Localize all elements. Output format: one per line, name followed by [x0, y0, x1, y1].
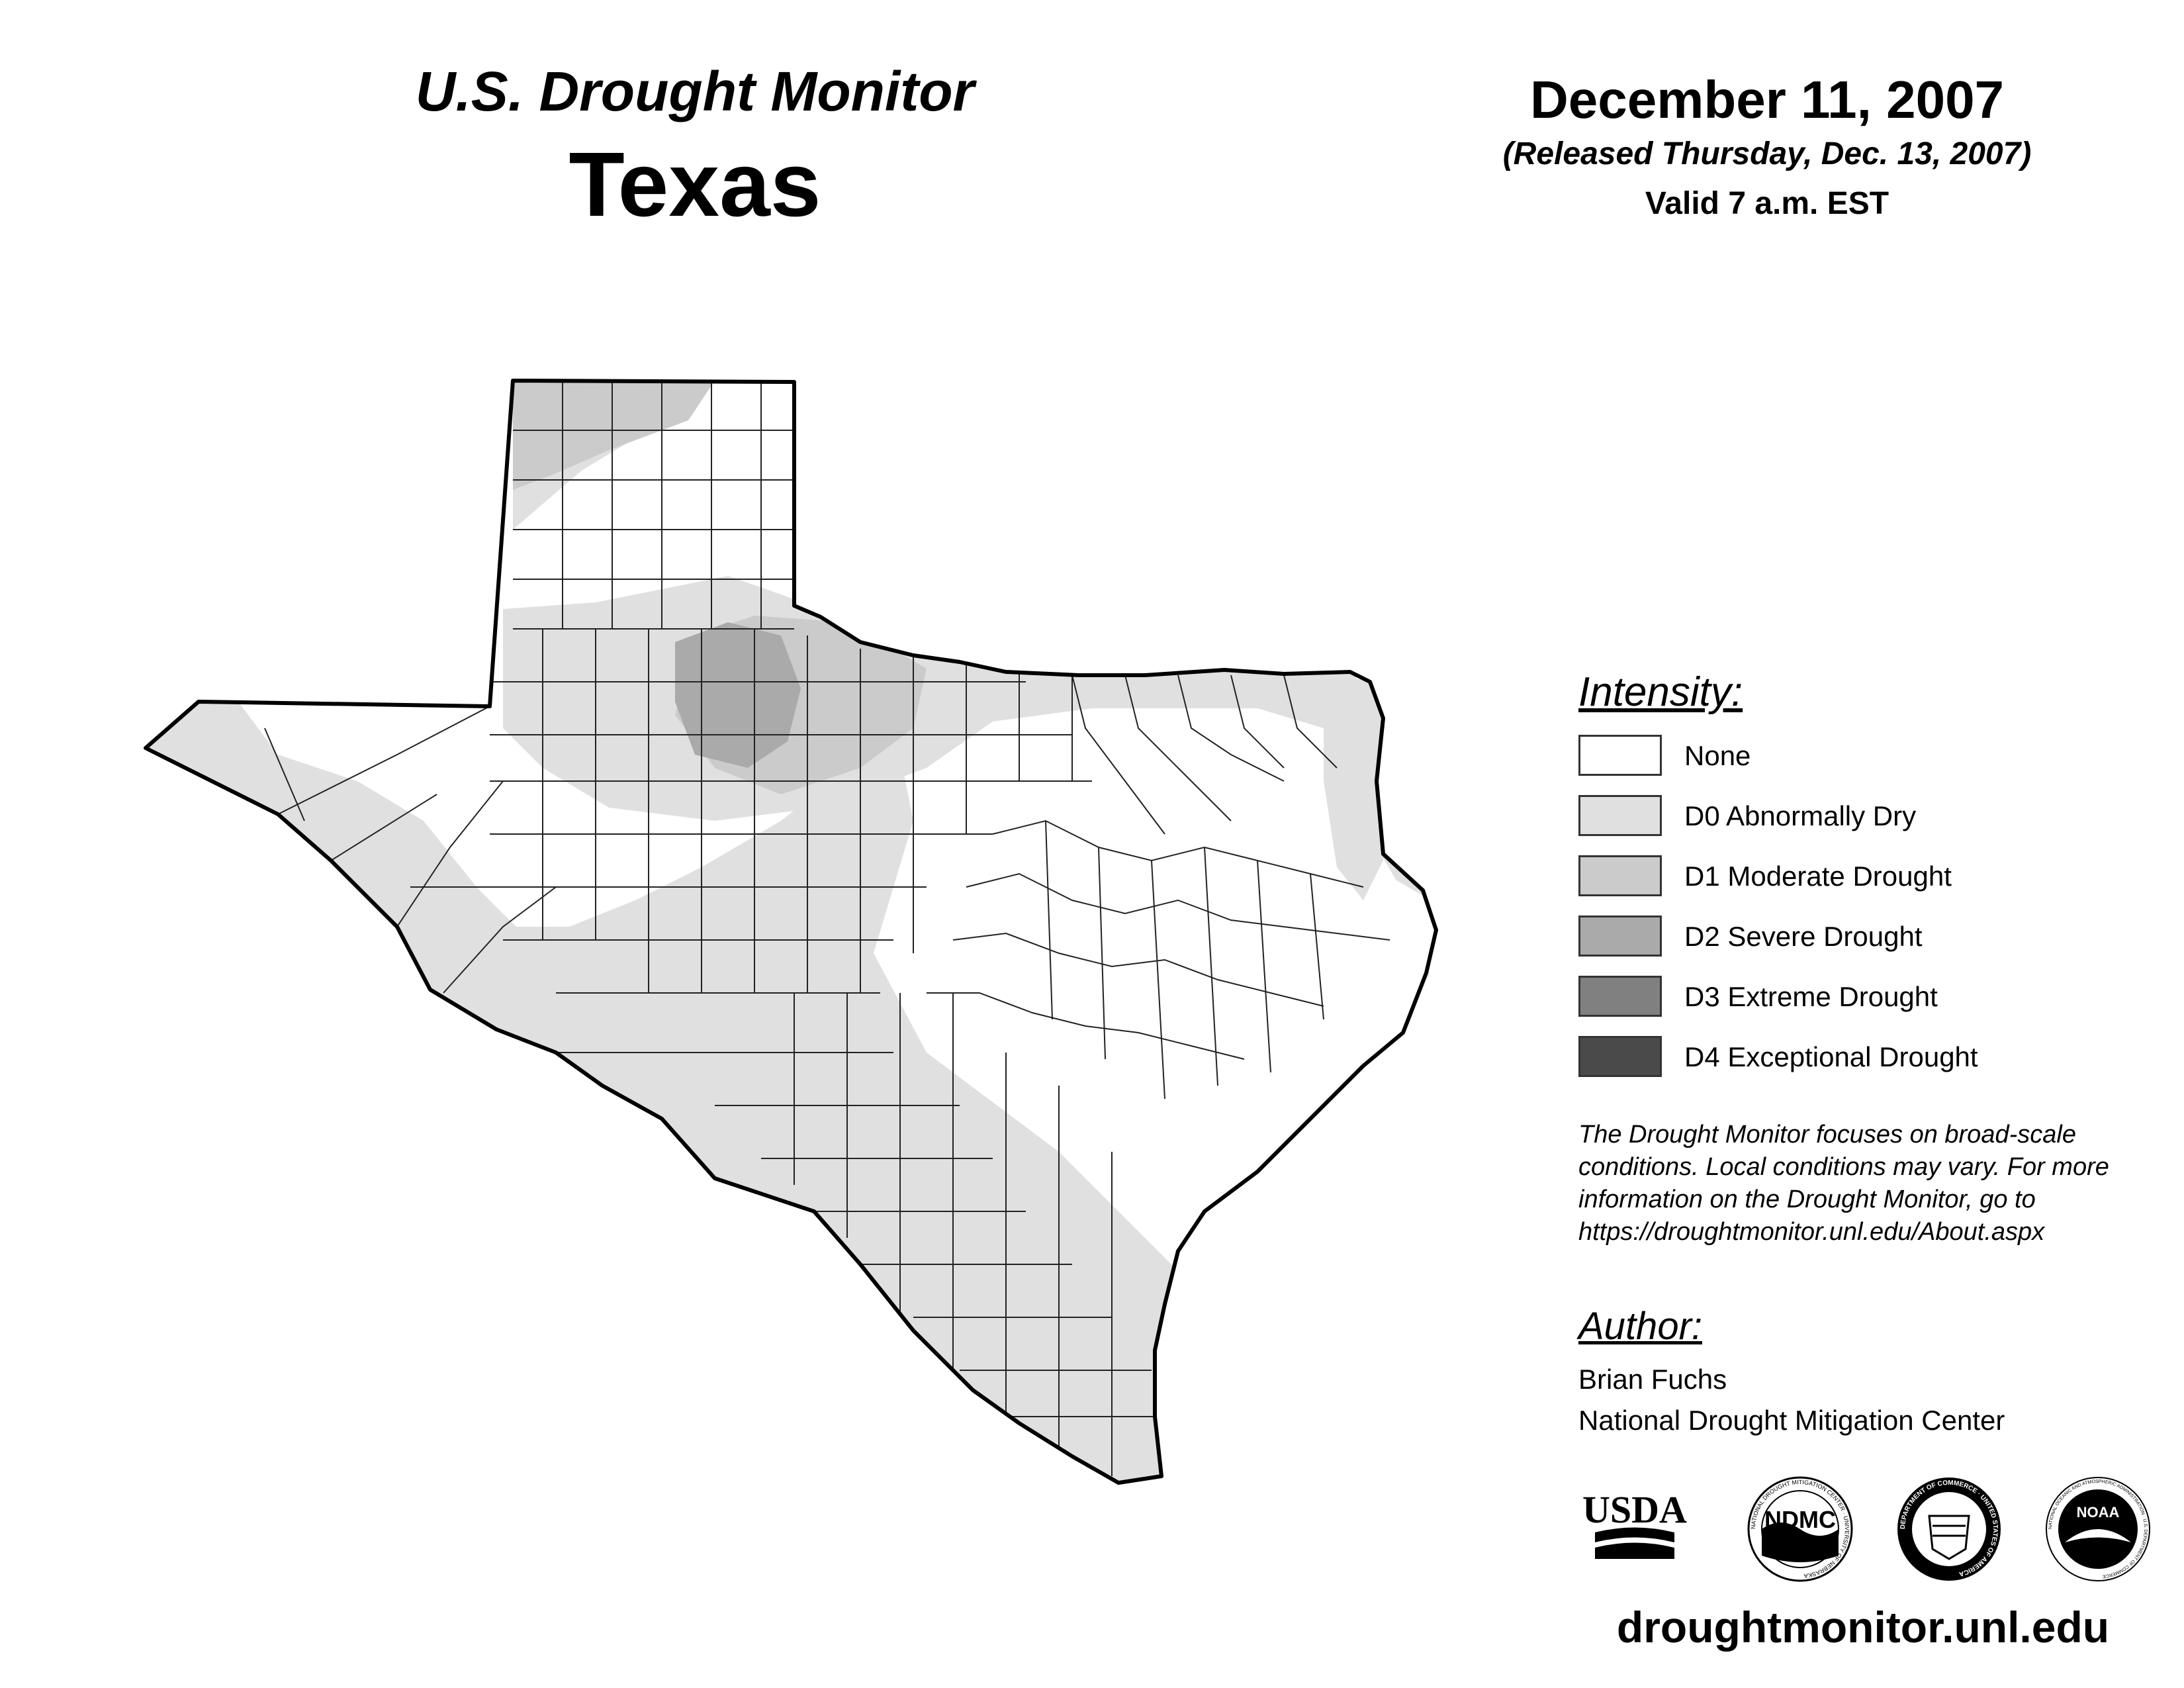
- legend-label: D2 Severe Drought: [1684, 921, 1923, 952]
- map-date: December 11, 2007: [1529, 70, 2005, 129]
- legend-swatch: [1578, 976, 1662, 1017]
- commerce-logo: DEPARTMENT OF COMMERCE · UNITED STATES O…: [1897, 1477, 2001, 1581]
- svg-text:NDMC: NDMC: [1764, 1506, 1836, 1533]
- usda-logo: USDA: [1582, 1488, 1687, 1559]
- legend-label: D1 Moderate Drought: [1684, 861, 1952, 892]
- d2-region-north-central: [675, 622, 801, 768]
- author-name: Brian Fuchs: [1578, 1364, 1727, 1395]
- noaa-logo: NOAA NATIONAL OCEANIC AND ATMOSPHERIC AD…: [2046, 1477, 2150, 1581]
- release-date: (Released Thursday, Dec. 13, 2007): [1502, 136, 2032, 171]
- legend-swatch: [1578, 915, 1662, 957]
- legend-label: None: [1684, 740, 1751, 771]
- state-outline: [144, 379, 1438, 1485]
- website-url[interactable]: droughtmonitor.unl.edu: [1616, 1603, 2110, 1652]
- legend-label: D4 Exceptional Drought: [1684, 1041, 1978, 1072]
- d1-region-panhandle: [513, 381, 715, 490]
- legend-swatch: [1578, 1036, 1662, 1077]
- partner-logos: USDA NDMC NATIONAL DROUGHT MITIGATION CE…: [1582, 1476, 2150, 1582]
- legend-swatch: [1578, 735, 1662, 776]
- author-title: Author:: [1578, 1305, 1702, 1348]
- svg-text:USDA: USDA: [1582, 1488, 1687, 1531]
- legend-title: Intensity:: [1578, 669, 1743, 715]
- disclaimer-note: The Drought Monitor focuses on broad-sca…: [1578, 1121, 2109, 1246]
- legend-swatch: [1578, 855, 1662, 896]
- county-lines: [264, 381, 1390, 1476]
- map-title: U.S. Drought Monitor: [415, 60, 975, 122]
- legend-label: D0 Abnormally Dry: [1684, 800, 1917, 831]
- texas-drought-map: [144, 379, 1438, 1485]
- legend-swatch: [1578, 795, 1662, 836]
- author-organization: National Drought Mitigation Center: [1578, 1405, 2005, 1436]
- drought-areas: [146, 381, 1436, 1483]
- legend-label: D3 Extreme Drought: [1684, 981, 1938, 1012]
- ndmc-logo: NDMC NATIONAL DROUGHT MITIGATION CENTER …: [1747, 1476, 1853, 1582]
- svg-text:NOAA: NOAA: [2077, 1504, 2120, 1521]
- state-name: Texas: [569, 134, 821, 236]
- valid-time: Valid 7 a.m. EST: [1645, 186, 1889, 221]
